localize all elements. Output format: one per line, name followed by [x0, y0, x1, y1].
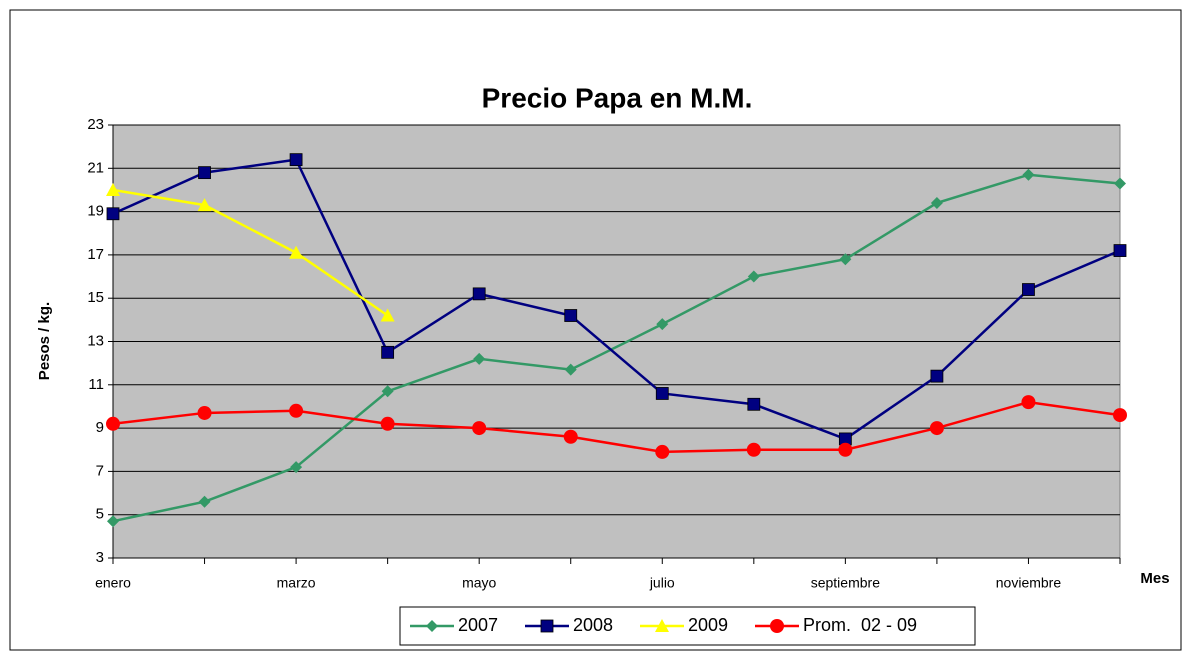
data-point: [289, 153, 303, 167]
data-point: [380, 308, 395, 322]
x-tick-label: marzo: [277, 575, 316, 591]
y-tick-label: 21: [87, 159, 104, 176]
data-point: [381, 385, 394, 398]
y-tick-label: 3: [96, 549, 104, 566]
data-point: [472, 287, 486, 301]
data-point: [1114, 177, 1126, 190]
data-point: [747, 270, 760, 283]
legend-marker: [655, 619, 669, 632]
data-point: [380, 416, 395, 431]
legend-marker: [426, 620, 438, 632]
legend-label: 2009: [688, 615, 728, 635]
series-line: [112, 173, 1121, 523]
legend-label: 2007: [458, 615, 498, 635]
x-tick-label: julio: [649, 575, 675, 591]
series-line: [112, 400, 1121, 454]
x-axis-label: Mes: [1140, 570, 1169, 587]
data-point: [107, 515, 119, 528]
data-point: [1022, 168, 1035, 181]
x-tick-label: septiembre: [811, 575, 880, 591]
data-point: [1113, 408, 1127, 423]
x-tick-label: mayo: [462, 575, 496, 591]
x-tick-label: enero: [95, 575, 131, 591]
data-point: [655, 444, 670, 459]
legend: [399, 606, 976, 646]
y-tick-label: 9: [96, 419, 104, 436]
data-point: [106, 207, 120, 221]
data-point: [930, 369, 944, 383]
data-point: [655, 387, 669, 400]
data-point: [747, 397, 761, 411]
data-point: [929, 421, 944, 436]
data-point: [563, 429, 578, 444]
legend-label: Prom. 02 - 09: [803, 615, 917, 635]
data-point: [564, 363, 577, 376]
y-tick-label: 17: [87, 246, 104, 263]
data-point: [106, 182, 120, 196]
y-tick-label: 23: [87, 116, 104, 133]
data-point: [198, 166, 211, 180]
y-tick-label: 19: [87, 203, 104, 220]
data-point: [838, 442, 853, 457]
data-point: [564, 309, 578, 322]
data-point: [198, 495, 211, 508]
data-point: [746, 442, 761, 457]
data-point: [1021, 395, 1036, 410]
data-point: [197, 405, 212, 420]
y-axis-label: Pesos / kg.: [36, 302, 53, 380]
data-point: [656, 318, 669, 331]
chart-title: Precio Papa en M.M.: [482, 82, 753, 113]
legend-label: 2008: [573, 615, 613, 635]
data-point: [106, 416, 120, 431]
data-point: [472, 421, 487, 436]
y-tick-label: 13: [87, 332, 104, 349]
data-point: [1022, 283, 1035, 296]
series-line: [112, 188, 389, 317]
data-point: [289, 403, 304, 418]
data-point: [930, 196, 943, 209]
data-point: [290, 461, 303, 474]
y-tick-label: 7: [96, 462, 104, 479]
y-tick-label: 5: [96, 506, 104, 523]
legend-marker: [770, 619, 784, 633]
data-point: [839, 253, 852, 266]
y-tick-label: 15: [87, 289, 104, 306]
x-tick-label: noviembre: [996, 575, 1062, 591]
legend-marker: [540, 619, 554, 633]
data-point: [381, 345, 395, 359]
series-line: [112, 158, 1121, 441]
data-point: [1113, 244, 1127, 257]
y-tick-label: 11: [88, 376, 104, 393]
data-point: [473, 352, 486, 365]
data-point: [289, 245, 304, 259]
data-point: [197, 198, 212, 212]
